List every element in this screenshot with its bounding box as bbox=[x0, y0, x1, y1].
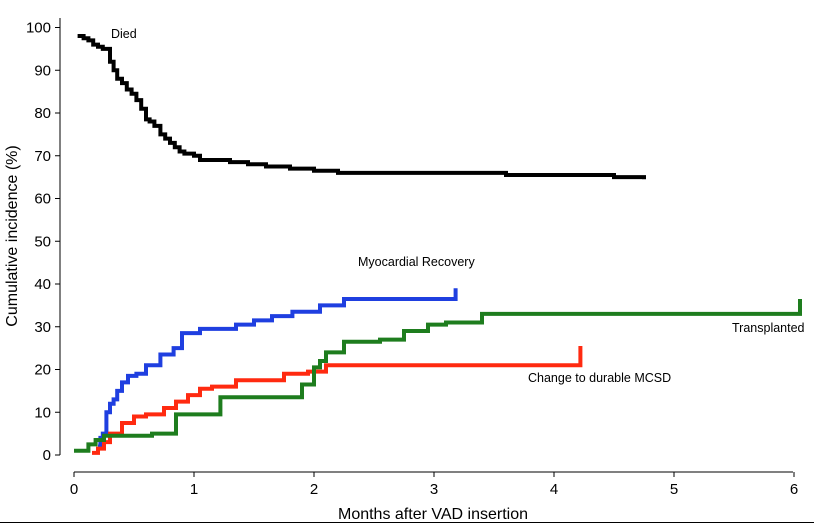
x-axis-title: Months after VAD insertion bbox=[338, 506, 528, 523]
label-myocardial-recovery: Myocardial Recovery bbox=[358, 255, 475, 269]
y-tick-label-10: 10 bbox=[34, 404, 51, 421]
curve-died bbox=[77, 34, 646, 180]
x-tick-label-0: 0 bbox=[70, 481, 78, 498]
label-change-to-durable-mcsd: Change to durable MCSD bbox=[528, 371, 671, 385]
y-axis-ticks: 0 10 20 30 40 50 60 70 80 90 100 bbox=[26, 20, 60, 464]
y-tick-label-100: 100 bbox=[26, 20, 51, 37]
x-tick-label-5: 5 bbox=[670, 481, 678, 498]
curve-change-to-durable-mcsd bbox=[92, 345, 583, 455]
x-tick-label-4: 4 bbox=[550, 481, 558, 498]
x-tick-label-1: 1 bbox=[190, 481, 198, 498]
x-axis-ticks: 0 1 2 3 4 5 6 bbox=[70, 472, 798, 498]
label-transplanted: Transplanted bbox=[732, 321, 805, 335]
y-tick-label-60: 60 bbox=[34, 191, 51, 208]
curve-transplanted bbox=[74, 298, 802, 453]
y-tick-label-90: 90 bbox=[34, 62, 51, 79]
y-tick-label-20: 20 bbox=[34, 362, 51, 379]
y-tick-label-40: 40 bbox=[34, 276, 51, 293]
y-tick-label-50: 50 bbox=[34, 233, 51, 250]
x-tick-label-6: 6 bbox=[790, 481, 798, 498]
y-tick-label-80: 80 bbox=[34, 105, 51, 122]
y-tick-label-70: 70 bbox=[34, 148, 51, 165]
y-tick-label-0: 0 bbox=[43, 447, 51, 464]
x-tick-label-3: 3 bbox=[430, 481, 438, 498]
x-tick-label-2: 2 bbox=[310, 481, 318, 498]
y-axis-title: Cumulative incidence (%) bbox=[4, 145, 21, 326]
label-died: Died bbox=[111, 27, 137, 41]
y-tick-label-30: 30 bbox=[34, 319, 51, 336]
series-curves bbox=[74, 34, 802, 455]
curve-myocardial-recovery bbox=[98, 288, 458, 449]
bottom-border bbox=[0, 522, 814, 523]
